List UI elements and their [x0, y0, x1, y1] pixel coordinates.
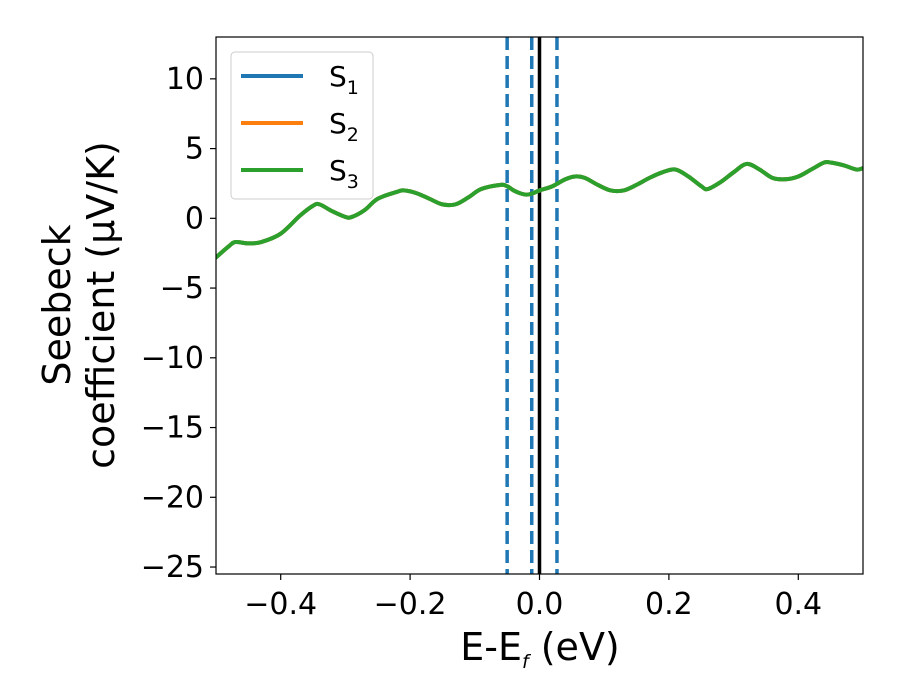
legend-label-main: S: [329, 60, 347, 93]
x-axis-title: E-Ef (eV): [460, 625, 620, 673]
y-tick-label: −15: [141, 411, 204, 446]
series-line-s3: [216, 159, 863, 260]
x-tick-label: −0.2: [374, 587, 447, 622]
x-axis: −0.4 −0.2 0.0 0.2 0.4: [244, 574, 822, 622]
legend-label-sub: 3: [347, 171, 359, 193]
legend-label-sub: 1: [347, 77, 359, 99]
y-axis-title-line2: coefficient (μV/K): [79, 141, 123, 469]
legend-label-s1: S1: [329, 60, 359, 99]
y-axis-title-line1: Seebeck: [35, 224, 79, 385]
legend-label-main: S: [329, 107, 347, 140]
x-axis-title-tail: (eV): [529, 625, 620, 669]
x-tick-label: 0.0: [516, 587, 564, 622]
x-tick-label: 0.4: [774, 587, 822, 622]
y-tick-label: −5: [160, 271, 204, 306]
y-tick-label: −20: [141, 480, 204, 515]
legend-label-s2: S2: [329, 107, 359, 146]
y-axis: 10 5 0 −5 −10 −15 −20 −25: [141, 62, 216, 585]
series-layer: [216, 159, 863, 260]
y-tick-label: 0: [185, 201, 204, 236]
y-axis-title: Seebeck coefficient (μV/K): [35, 141, 123, 469]
y-tick-label: −25: [141, 550, 204, 585]
y-tick-label: 10: [166, 62, 204, 97]
legend-label-s3: S3: [329, 154, 359, 193]
y-tick-label: −10: [141, 341, 204, 376]
legend-label-sub: 2: [347, 124, 359, 146]
x-axis-title-main: E-E: [460, 625, 522, 669]
x-axis-title-sub: f: [522, 651, 532, 673]
x-tick-label: 0.2: [645, 587, 693, 622]
legend-box: [230, 51, 374, 200]
legend-label-main: S: [329, 154, 347, 187]
reference-lines: [505, 37, 559, 574]
y-tick-label: 5: [185, 132, 204, 167]
x-tick-label: −0.4: [244, 587, 317, 622]
